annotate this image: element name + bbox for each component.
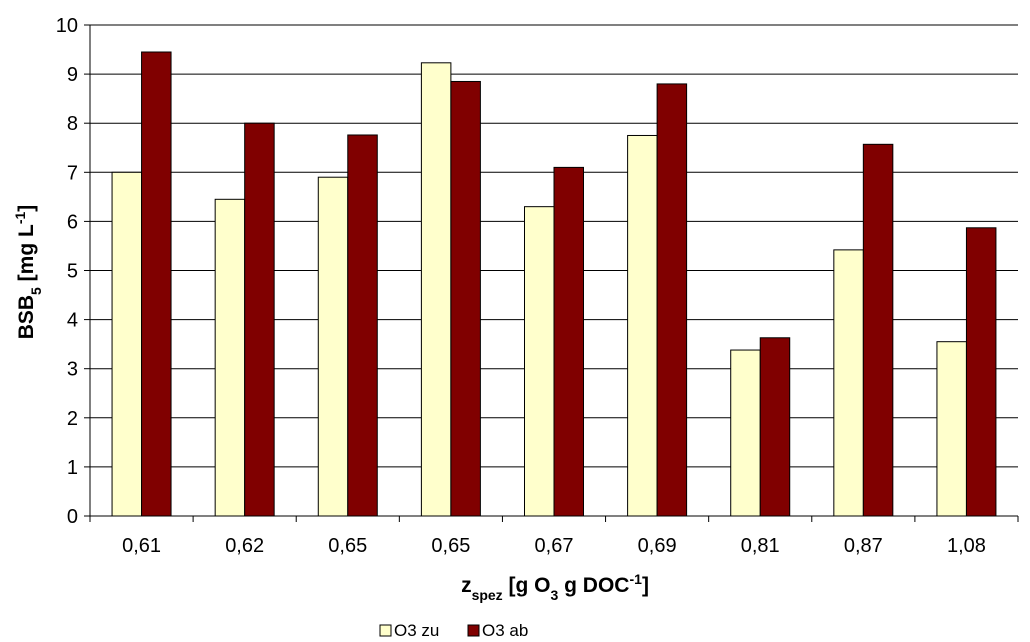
y-axis-title: BSB5 [mg L-1] [12, 205, 44, 340]
bar-o3-ab [450, 80, 481, 517]
y-axis-title-end: ] [15, 205, 38, 212]
bar-o3-ab [553, 166, 584, 517]
bar-o3-zu [524, 206, 555, 517]
x-tick-label: 0,65 [328, 535, 367, 557]
axes [84, 24, 1019, 522]
bar-o3-zu [111, 171, 143, 517]
bar-o3-zu [420, 62, 452, 517]
bar-o3-ab [862, 143, 894, 517]
y-axis-title-sup: -1 [12, 211, 28, 224]
bar-o3-zu [627, 134, 658, 517]
y-axis-title-rest: [mg L [15, 224, 38, 287]
y-tick-label: 9 [67, 64, 78, 86]
bar-o3-zu [214, 198, 246, 517]
bar-o3-ab [759, 337, 791, 517]
x-tick-label: 0,69 [638, 535, 677, 557]
y-tick-label: 2 [67, 408, 78, 430]
x-axis-title: zspez [g O3 g DOC-1] [461, 571, 649, 603]
x-axis-title-main: z [461, 574, 472, 597]
x-tick-label: 0,67 [535, 535, 574, 557]
bar-o3-ab [244, 122, 275, 517]
x-axis-title-rest: [g O [503, 574, 551, 597]
x-axis-title-sub: spez [472, 587, 503, 603]
y-tick-label: 3 [67, 359, 78, 381]
y-tick-label: 10 [56, 15, 78, 37]
y-tick-label: 8 [67, 113, 78, 135]
y-tick-label: 7 [67, 162, 78, 184]
bars [111, 51, 997, 517]
y-tick-label: 6 [67, 211, 78, 233]
bar-o3-ab [965, 227, 997, 517]
x-axis-title-end: ] [642, 574, 649, 597]
bar-o3-zu [730, 349, 761, 517]
bar-o3-zu [936, 341, 967, 517]
legend-swatch-o3-zu [379, 624, 392, 637]
bar-o3-ab [347, 134, 378, 517]
bar-o3-zu [317, 176, 349, 517]
x-tick-label: 0,65 [431, 535, 470, 557]
x-axis-title-sub2: 3 [551, 587, 559, 603]
x-tick-label: 0,81 [741, 535, 780, 557]
x-tick-label: 0,62 [225, 535, 264, 557]
y-axis-title-sub: 5 [28, 287, 44, 295]
bar-o3-ab [141, 51, 172, 517]
x-tick-label: 1,08 [947, 535, 986, 557]
y-tick-label: 4 [67, 310, 78, 332]
legend-swatch-o3-ab [467, 624, 480, 637]
y-tick-label: 0 [67, 506, 78, 528]
x-axis-title-sup: -1 [629, 571, 642, 587]
x-tick-label: 0,61 [122, 535, 161, 557]
x-tick-labels: 0,61 0,62 0,65 0,65 0,67 0,69 0,81 0,87 1,08 [122, 535, 986, 557]
y-tick-labels: 0 1 2 3 4 5 6 7 8 9 10 [56, 15, 78, 528]
x-axis-title-rest2: g DOC [558, 574, 629, 597]
y-axis-title-main: BSB [15, 295, 38, 339]
bar-o3-zu [833, 249, 864, 517]
bar-o3-ab [656, 83, 688, 517]
legend-label-o3-zu: O3 zu [394, 621, 439, 640]
legend-label-o3-ab: O3 ab [482, 621, 528, 640]
y-tick-label: 1 [67, 457, 78, 479]
x-tick-label: 0,87 [844, 535, 883, 557]
y-tick-label: 5 [67, 261, 78, 283]
legend: O3 zu O3 ab [379, 621, 528, 640]
